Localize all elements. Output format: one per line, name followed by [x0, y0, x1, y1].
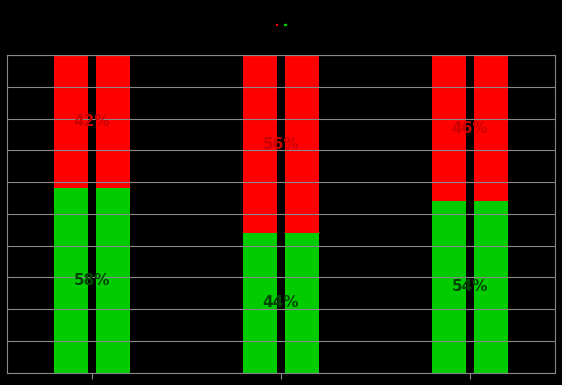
Bar: [285, 233, 319, 373]
Bar: [243, 55, 277, 233]
Bar: [96, 188, 130, 373]
Bar: [243, 233, 277, 373]
Text: 44%: 44%: [263, 295, 299, 310]
Bar: [54, 55, 88, 188]
Bar: [285, 55, 319, 233]
Bar: [474, 201, 508, 373]
Bar: [474, 55, 508, 201]
Text: 54%: 54%: [452, 279, 488, 294]
Bar: [96, 55, 130, 188]
Bar: [54, 188, 88, 373]
Legend: , : ,: [277, 24, 285, 25]
Bar: [432, 201, 466, 373]
Text: 58%: 58%: [74, 273, 110, 288]
Text: 56%: 56%: [262, 137, 300, 152]
Text: 42%: 42%: [74, 114, 110, 129]
Bar: [432, 55, 466, 201]
Text: 46%: 46%: [452, 121, 488, 136]
